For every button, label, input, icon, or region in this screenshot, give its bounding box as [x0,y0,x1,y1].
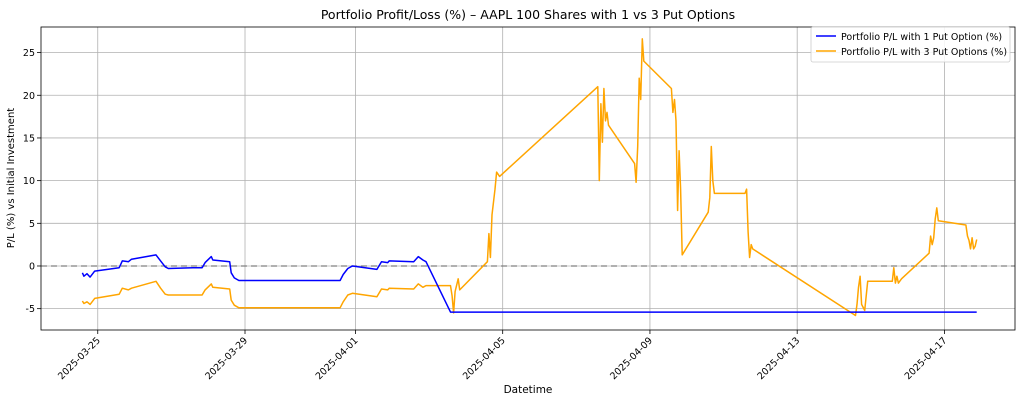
y-tick-label: -5 [26,304,35,315]
x-tick-label: 2025-04-17 [903,335,950,382]
plot-area-frame [40,26,1016,331]
x-tick-label: 2025-03-25 [56,335,103,382]
x-tick-label: 2025-04-01 [314,335,361,382]
grid-lines [41,27,1015,330]
x-axis-ticks: 2025-03-25 2025-03-29 2025-04-01 2025-04-05… [56,330,950,382]
y-tick-label: 0 [29,261,35,272]
y-tick-label: 5 [29,219,35,230]
x-axis-label: Datetime [504,384,553,396]
chart-title: Portfolio Profit/Loss (%) – AAPL 100 Sha… [321,7,735,22]
legend-label-1-put: Portfolio P/L with 1 Put Option (%) [841,32,1002,43]
y-tick-label: 15 [23,133,35,144]
legend-box [810,26,1011,63]
series-lines [81,38,978,317]
y-tick-label: 20 [23,91,35,102]
legend: Portfolio P/L with 1 Put Option (%) Port… [810,26,1011,63]
y-tick-label: 25 [23,48,35,59]
y-tick-label: 10 [23,176,35,187]
x-tick-label: 2025-04-05 [461,335,508,382]
y-axis-ticks: -5 0 5 10 15 20 25 [23,48,41,315]
series-line-1-put [81,254,977,313]
x-tick-label: 2025-03-29 [203,335,250,382]
legend-label-3-puts: Portfolio P/L with 3 Put Options (%) [841,47,1007,58]
x-tick-label: 2025-04-09 [608,335,655,382]
series-line-3-puts [81,38,978,317]
y-axis-label: P/L (%) vs Initial Investment [6,108,17,249]
x-tick-label: 2025-04-13 [755,335,802,382]
